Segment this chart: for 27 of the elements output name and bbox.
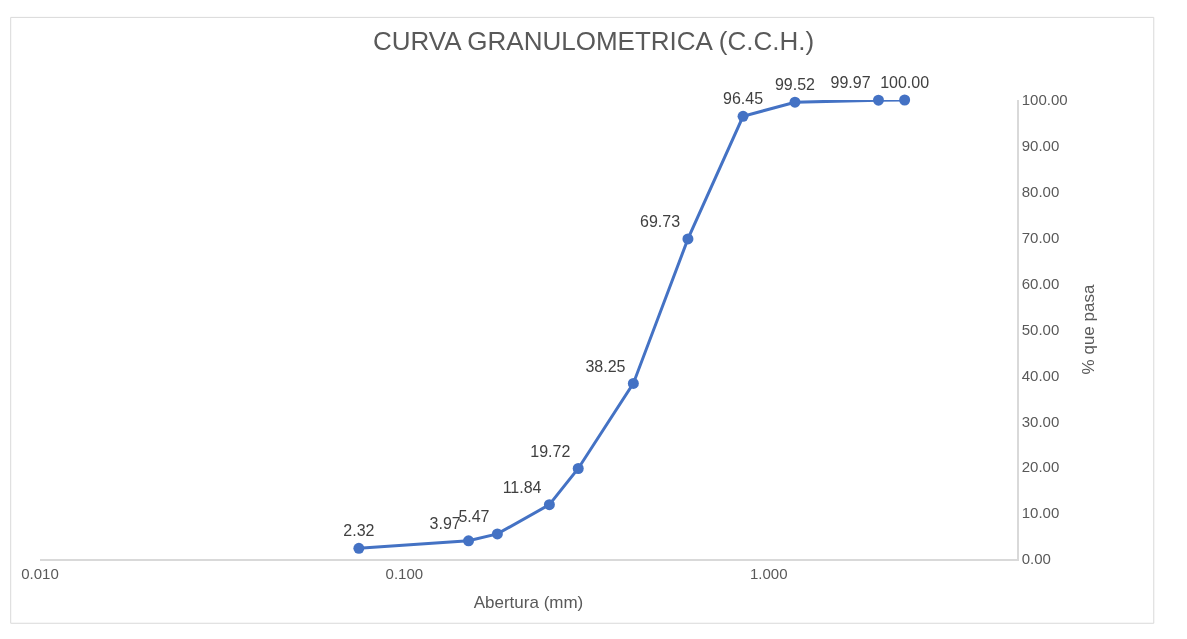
y-tick-label: 70.00 (1021, 228, 1060, 246)
data-label: 2.32 (343, 522, 375, 540)
x-tick-label: 1.000 (750, 564, 788, 582)
y-tick-label: 60.00 (1021, 274, 1060, 292)
data-label: 96.45 (723, 90, 764, 108)
x-tick-label: 0.100 (385, 564, 424, 582)
x-tick-label: 0.010 (21, 564, 59, 582)
y-tick-label: 80.00 (1021, 183, 1060, 201)
data-label: 100.00 (880, 74, 930, 92)
data-label: 19.72 (530, 442, 571, 460)
data-label: 69.73 (640, 213, 681, 231)
y-tick-label: 20.00 (1021, 458, 1060, 476)
data-label: 99.97 (830, 74, 871, 92)
y-tick-label: 30.00 (1021, 412, 1060, 430)
y-axis-title: % que pasa (1078, 284, 1098, 375)
data-label: 5.47 (458, 508, 490, 526)
data-label: 11.84 (502, 478, 542, 496)
y-tick-label: 10.00 (1021, 504, 1060, 522)
y-tick-label: 90.00 (1021, 137, 1060, 155)
y-tick-label: 50.00 (1021, 320, 1060, 338)
data-label: 38.25 (585, 357, 626, 375)
data-label: 99.52 (774, 76, 816, 94)
y-tick-label: 40.00 (1021, 366, 1060, 384)
x-axis-title: Abertura (mm) (473, 592, 584, 612)
y-tick-label: 0.00 (1021, 550, 1051, 568)
y-tick-label: 100.00 (1021, 91, 1068, 109)
chart-title: CURVA GRANULOMETRICA (C.C.H.) (372, 26, 815, 57)
